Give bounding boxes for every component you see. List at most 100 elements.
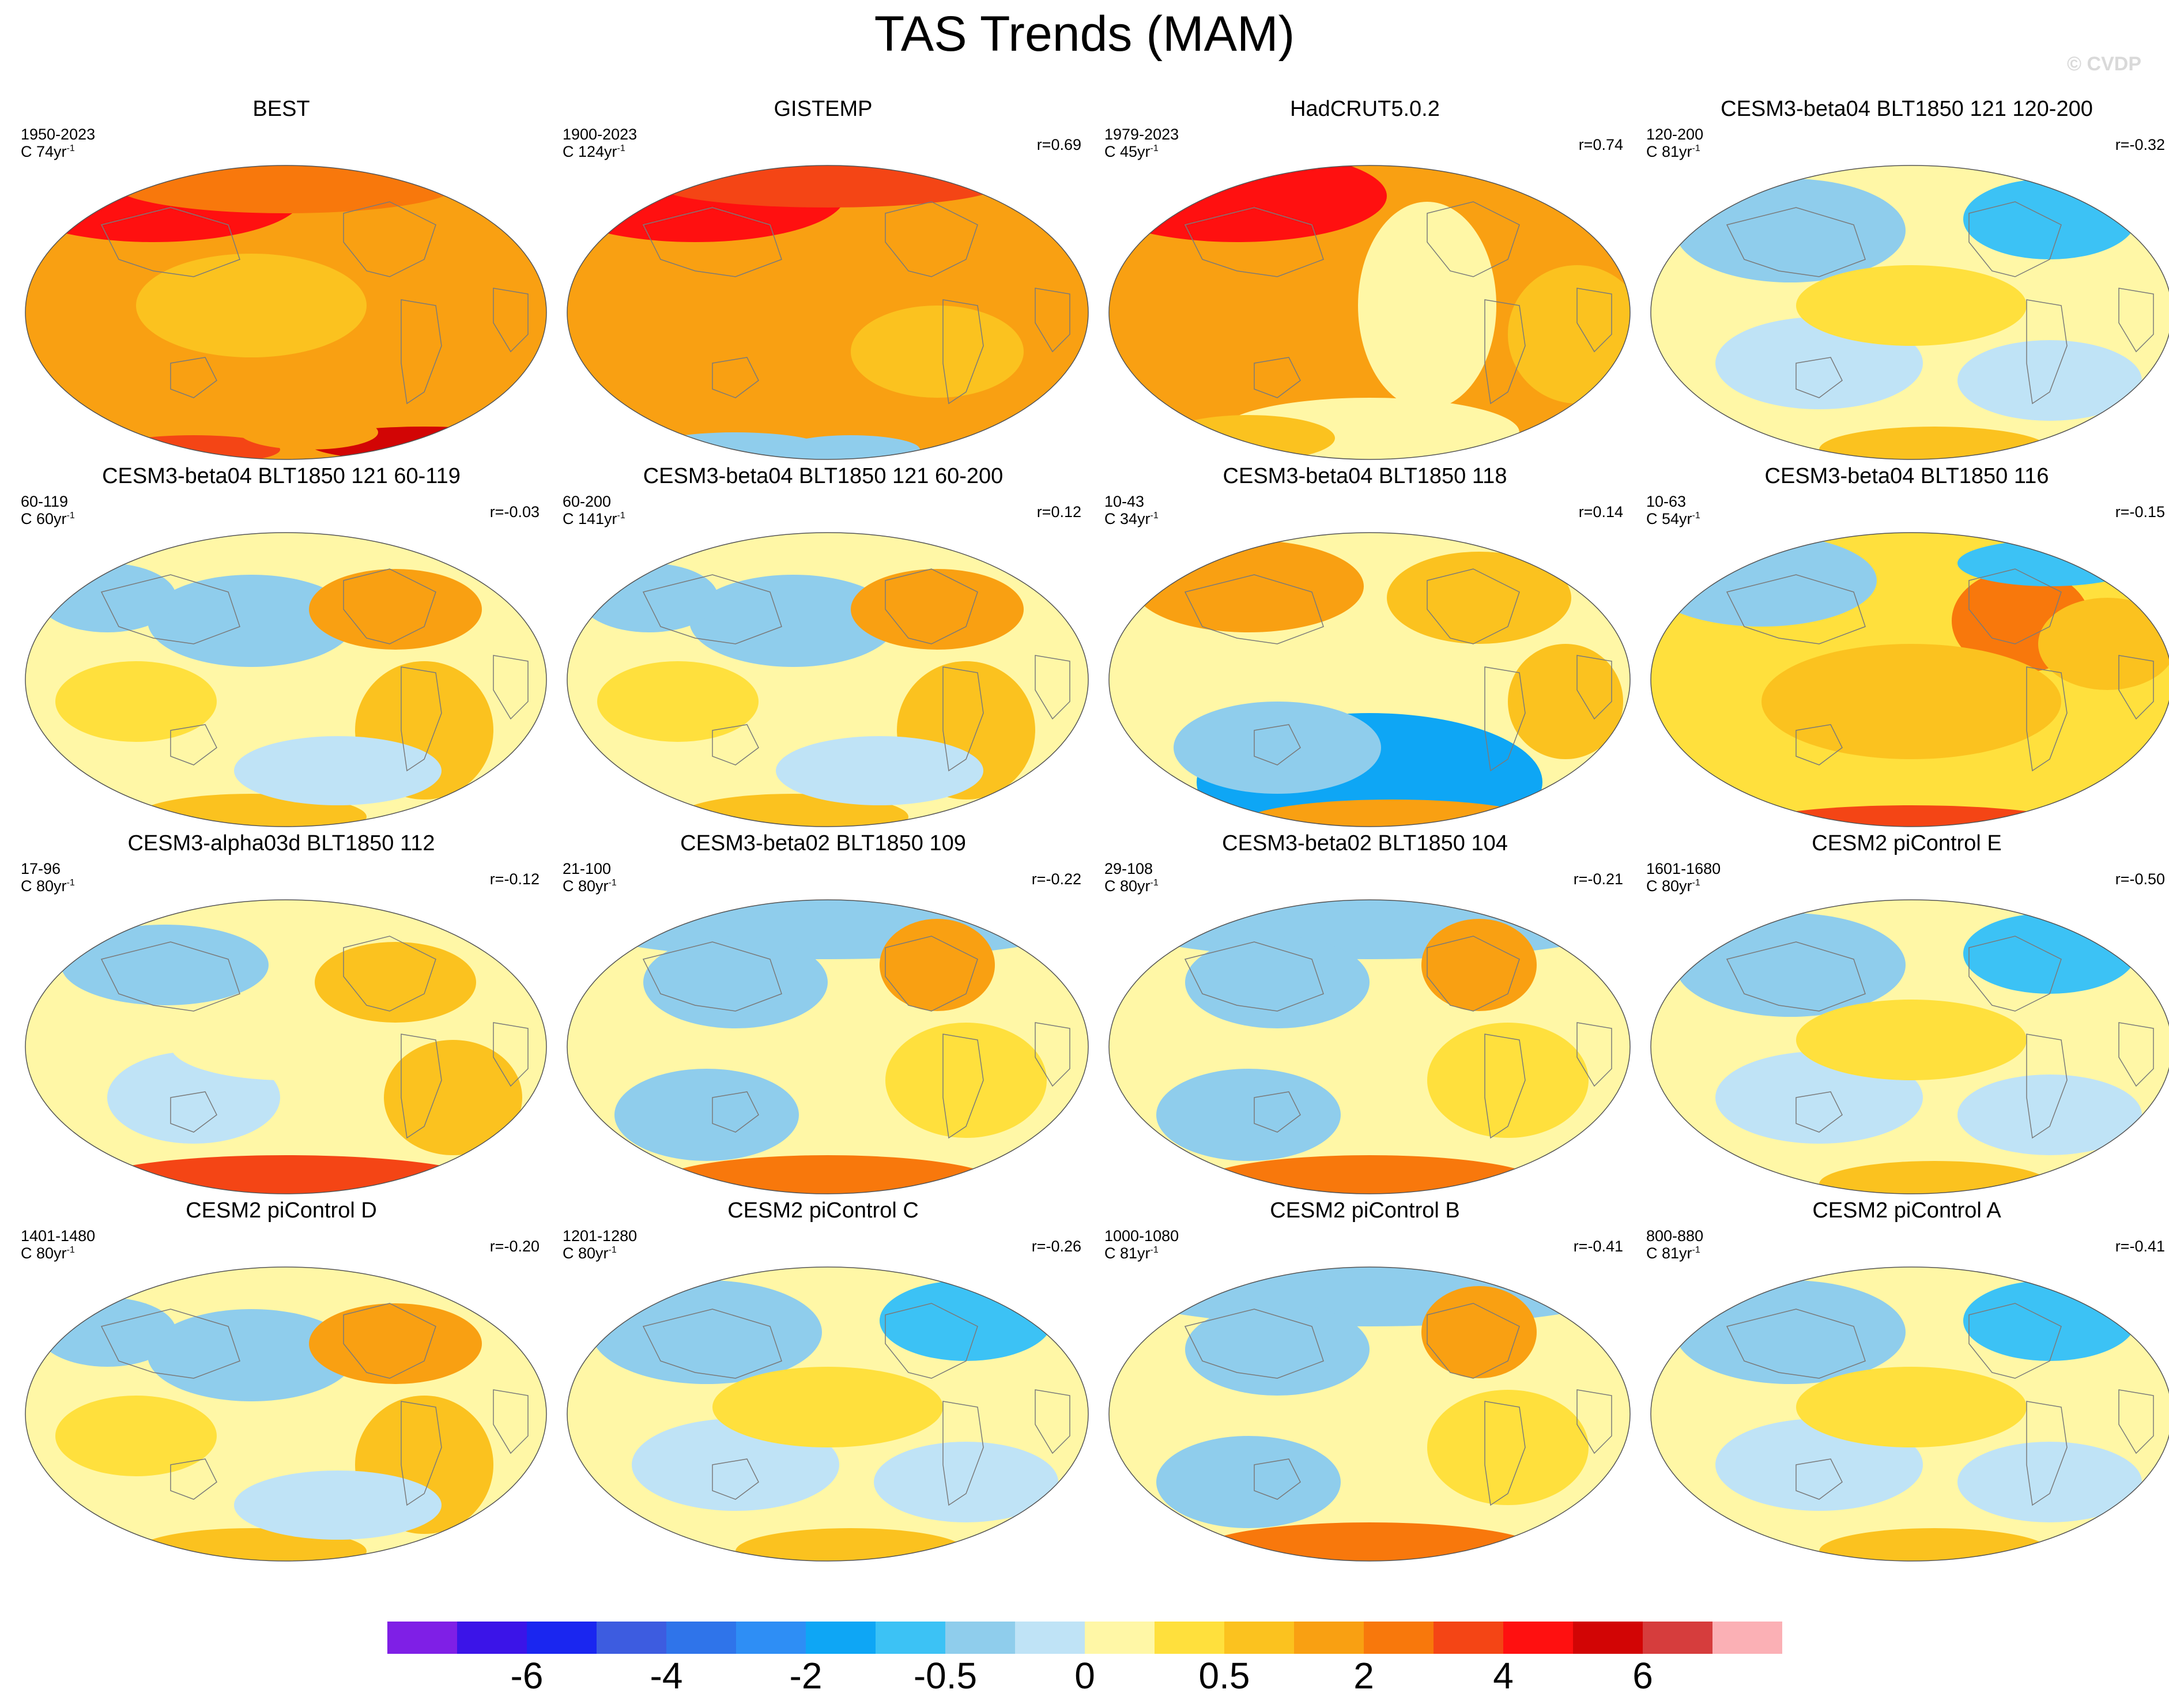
colorbar-segment	[1712, 1622, 1782, 1654]
panel-title: CESM2 piControl A	[1812, 1198, 2001, 1223]
panel-title: GISTEMP	[774, 97, 873, 121]
coastline	[712, 724, 759, 766]
colorbar-tick-label: -0.5	[913, 1655, 978, 1696]
colorbar-segment	[945, 1622, 1016, 1654]
panel-period: 60-200	[563, 493, 612, 510]
trend-anomaly-region	[148, 575, 355, 667]
coastline	[942, 299, 984, 405]
colorbar-segment	[1434, 1622, 1504, 1654]
coastline	[493, 1022, 529, 1087]
trend-anomaly-region	[1796, 1000, 2027, 1080]
coastline	[170, 1458, 217, 1500]
panel-title: CESM2 piControl B	[1270, 1198, 1460, 1223]
coastline	[885, 936, 978, 1012]
coastline	[1484, 1401, 1526, 1506]
panel-length: C 54yr-1	[1646, 510, 1700, 527]
panel-title: CESM3-beta02 BLT1850 104	[1222, 831, 1508, 855]
trend-anomaly-region	[171, 1011, 401, 1080]
panel-length: C 81yr-1	[1646, 143, 1700, 160]
trend-anomaly-region	[1387, 552, 1571, 644]
global-trend-map	[1108, 899, 1631, 1194]
trend-anomaly-region	[234, 1471, 442, 1540]
map-panel: BEST 1950-2023 C 74yr-1	[10, 97, 552, 460]
panel-correlation: r=-0.21	[1573, 870, 1623, 888]
panel-length-value: C 80yr	[21, 1245, 67, 1262]
panel-period: 29-108	[1104, 860, 1153, 877]
map-panel: CESM3-alpha03d BLT1850 112 17-96 C 80yr-1 r…	[10, 831, 552, 1194]
panel-length-value: C 81yr	[1104, 1245, 1150, 1262]
map-panel: GISTEMP 1900-2023 C 124yr-1 r=0.69	[552, 97, 1094, 460]
coastline	[2026, 666, 2068, 772]
map-border	[567, 165, 1089, 460]
coastline	[885, 1303, 978, 1379]
trend-anomaly-region	[880, 919, 995, 1011]
colorbar-tick-label: 0.5	[1198, 1655, 1250, 1696]
panel-correlation: r=-0.32	[2115, 136, 2165, 153]
trend-anomaly-region	[689, 575, 897, 667]
coastline	[343, 1303, 436, 1379]
coastline	[1427, 568, 1520, 644]
panel-correlation: r=-0.41	[2115, 1238, 2165, 1255]
trend-anomaly-region	[1957, 340, 2142, 421]
trend-anomaly-region	[1162, 415, 1335, 459]
colorbar-segment	[1503, 1622, 1574, 1654]
colorbar	[387, 1622, 1782, 1654]
coastline	[194, 1563, 378, 1577]
trend-anomaly-region	[55, 1396, 217, 1476]
trend-anomaly-region	[136, 254, 367, 357]
panel-period: 1401-1480	[21, 1227, 96, 1245]
panel-length: C 80yr-1	[563, 1245, 617, 1262]
panel-title: CESM2 piControl C	[727, 1198, 919, 1223]
colorbar-segment	[806, 1622, 876, 1654]
trend-anomaly-region	[1427, 1390, 1589, 1505]
colorbar-tick-label: -2	[789, 1655, 823, 1696]
panel-length-value: C 45yr	[1104, 143, 1150, 160]
panel-correlation: r=0.12	[1036, 503, 1081, 521]
panel-correlation: r=-0.15	[2115, 503, 2165, 521]
map-panel: CESM3-beta02 BLT1850 109 21-100 C 80yr-1 r=…	[552, 831, 1094, 1194]
coastline	[1726, 207, 1866, 277]
trend-anomaly-region	[384, 1040, 522, 1155]
coastline	[1968, 1303, 2062, 1379]
map-border	[567, 899, 1089, 1194]
coastline	[1427, 201, 1520, 277]
coastline	[1427, 1303, 1520, 1379]
trend-anomaly-region	[1197, 1522, 1542, 1561]
global-trend-map	[1650, 899, 2169, 1194]
panel-correlation: r=-0.12	[489, 870, 540, 888]
global-trend-map	[1108, 532, 1631, 827]
coastline	[1726, 1309, 1866, 1379]
colorbar-segment	[1015, 1622, 1085, 1654]
panel-length-value: C 74yr	[21, 143, 67, 160]
panel-correlation: r=-0.26	[1031, 1238, 1081, 1255]
panel-period: 10-43	[1104, 493, 1145, 510]
trend-anomaly-region	[38, 563, 176, 632]
trend-anomaly-region	[1675, 179, 1906, 282]
coastline	[401, 1034, 442, 1139]
coastline	[401, 666, 442, 772]
coastline	[1035, 1389, 1070, 1454]
global-trend-map	[1108, 1266, 1631, 1562]
trend-anomaly-region	[309, 1303, 482, 1384]
coastline	[1035, 655, 1070, 720]
panel-period: 120-200	[1646, 126, 1704, 143]
panel-title: CESM2 piControl E	[1812, 831, 2002, 855]
trend-anomaly-region	[1421, 1286, 1537, 1378]
trend-anomaly-region	[61, 925, 269, 1005]
coastline	[1819, 1563, 2004, 1577]
coastline	[712, 1091, 759, 1133]
colorbar-segment	[527, 1622, 597, 1654]
coastline	[1484, 299, 1526, 405]
coastline	[1795, 357, 1843, 398]
figure-title: TAS Trends (MAM)	[874, 6, 1295, 62]
panel-length-value: C 80yr	[21, 877, 67, 895]
coastline	[170, 357, 217, 398]
coastline	[1484, 666, 1526, 772]
map-panel: CESM3-beta04 BLT1850 116 10-63 C 54yr-1 r=-…	[1636, 464, 2169, 827]
trend-anomaly-region	[1738, 805, 2084, 827]
trend-anomaly-region	[38, 1298, 176, 1367]
global-trend-map	[25, 165, 547, 460]
coastline	[1795, 724, 1843, 766]
panel-period: 1979-2023	[1104, 126, 1179, 143]
coastline	[1576, 1389, 1612, 1454]
